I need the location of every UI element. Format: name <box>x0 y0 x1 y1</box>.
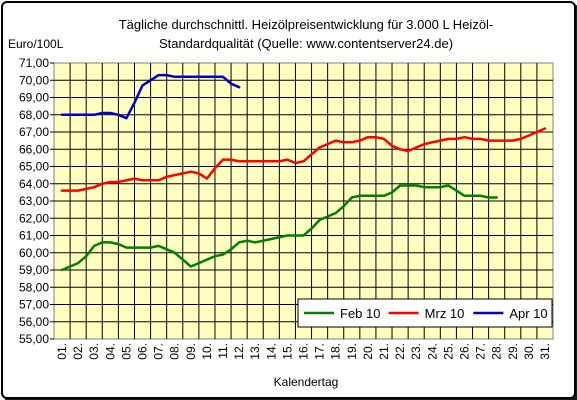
y-tick-label: 68,00 <box>19 108 49 122</box>
x-axis-title: Kalendertag <box>274 375 339 389</box>
y-tick-label: 69,00 <box>19 91 49 105</box>
x-tick-label: 30. <box>522 343 536 360</box>
x-tick-label: 14. <box>264 343 278 360</box>
y-tick-label: 56,00 <box>19 315 49 329</box>
legend-label: Mrz 10 <box>425 306 465 321</box>
y-tick-label: 60,00 <box>19 246 49 260</box>
y-tick-label: 61,00 <box>19 229 49 243</box>
x-tick-label: 29. <box>506 343 520 360</box>
series-line-apr-10 <box>60 73 241 120</box>
legend-box <box>297 298 553 328</box>
legend: Feb 10 Mrz 10 Apr 10 <box>297 298 553 328</box>
x-tick-label: 10. <box>200 343 214 360</box>
x-tick-label: 01. <box>55 343 69 360</box>
y-tick-label: 59,00 <box>19 263 49 277</box>
x-tick-label: 19. <box>345 343 359 360</box>
x-tick-label: 16. <box>297 343 311 360</box>
x-tick-label: 13. <box>248 343 262 360</box>
x-tick-label: 03. <box>87 343 101 360</box>
series-layer <box>60 73 547 272</box>
x-tick-label: 04. <box>103 343 117 360</box>
x-tick-labels: 01. 02. 03. 04. 05. 06. 07. 08. 09. 10. 11. 12. 13. 1… <box>55 343 552 360</box>
x-tick-label: 06. <box>136 343 150 360</box>
x-tick-label: 05. <box>119 343 133 360</box>
x-tick-label: 07. <box>152 343 166 360</box>
y-tick-label: 62,00 <box>19 211 49 225</box>
x-tick-label: 31. <box>538 343 552 360</box>
x-tick-label: 12. <box>232 343 246 360</box>
y-axis-title: Euro/100L <box>8 37 64 51</box>
y-tick-label: 57,00 <box>19 298 49 312</box>
x-tick-label: 26. <box>457 343 471 360</box>
y-tick-label: 67,00 <box>19 125 49 139</box>
x-tick-label: 22. <box>393 343 407 360</box>
series-line-feb-10 <box>60 184 498 272</box>
chart-title: Tägliche durchschnittl. Heizölpreisentwi… <box>119 17 494 32</box>
y-tick-label: 55,00 <box>19 332 49 346</box>
x-tick-label: 02. <box>71 343 85 360</box>
y-tick-labels: 55,00 56,00 57,00 58,00 59,00 60,00 61,00 62,00… <box>19 56 49 346</box>
x-tick-label: 20. <box>361 343 375 360</box>
x-tick-label: 25. <box>441 343 455 360</box>
x-tick-label: 23. <box>409 343 423 360</box>
x-tick-label: 18. <box>329 343 343 360</box>
y-tick-label: 65,00 <box>19 160 49 174</box>
y-tick-label: 66,00 <box>19 142 49 156</box>
legend-label: Feb 10 <box>340 306 380 321</box>
x-tick-label: 09. <box>184 343 198 360</box>
y-tick-label: 58,00 <box>19 280 49 294</box>
y-tick-label: 63,00 <box>19 194 49 208</box>
x-tick-label: 24. <box>425 343 439 360</box>
x-tick-label: 21. <box>377 343 391 360</box>
x-tick-label: 28. <box>490 343 504 360</box>
x-tick-label: 15. <box>280 343 294 360</box>
x-tick-label: 11. <box>216 343 230 359</box>
y-tick-label: 64,00 <box>19 177 49 191</box>
x-tick-label: 17. <box>313 343 327 360</box>
legend-label: Apr 10 <box>509 306 547 321</box>
x-tick-label: 08. <box>168 343 182 360</box>
chart-subtitle: Standardqualität (Quelle: www.contentser… <box>159 36 453 51</box>
y-tick-label: 70,00 <box>19 73 49 87</box>
y-tick-label: 71,00 <box>19 56 49 70</box>
series-line-mrz-10 <box>60 127 547 192</box>
x-tick-label: 27. <box>474 343 488 360</box>
